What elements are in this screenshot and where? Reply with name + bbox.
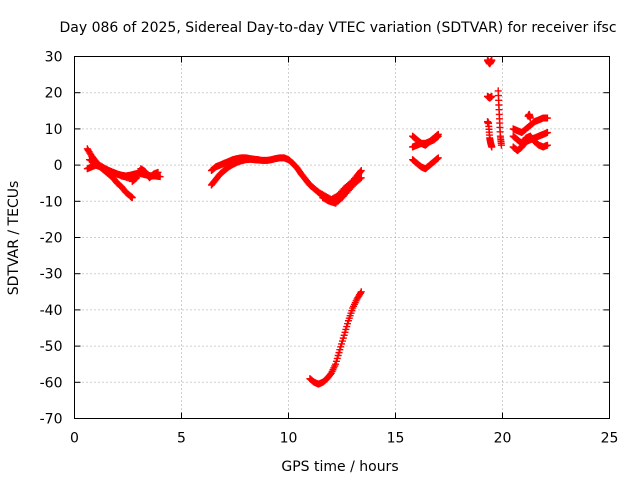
x-tick-label: 10 bbox=[280, 431, 298, 447]
y-tick-label: 30 bbox=[45, 50, 63, 66]
y-tick-label: -20 bbox=[40, 231, 63, 247]
data-point bbox=[526, 114, 534, 122]
data-point bbox=[128, 194, 136, 202]
series-arc-6b bbox=[484, 92, 496, 102]
data-point bbox=[543, 141, 551, 149]
series-arc-7d bbox=[524, 110, 534, 122]
data-point bbox=[356, 168, 364, 176]
series-arc-6d bbox=[494, 87, 505, 149]
series-arc-4 bbox=[306, 288, 365, 388]
series-arc-6a bbox=[484, 56, 496, 68]
series-arc-7c bbox=[509, 132, 551, 151]
x-axis-title: GPS time / hours bbox=[281, 459, 398, 475]
series-arc-5a bbox=[409, 154, 442, 173]
grid bbox=[74, 56, 610, 419]
series-arc-5c bbox=[409, 132, 442, 149]
x-tick-label: 25 bbox=[601, 431, 619, 447]
axis-ticks bbox=[74, 56, 610, 419]
y-tick-labels: -70 -60 -50 -40 -30 -20 -10 0 10 20 30 bbox=[40, 50, 63, 428]
data-point bbox=[434, 154, 442, 162]
y-tick-label: -50 bbox=[40, 339, 63, 355]
data-point bbox=[488, 56, 496, 64]
y-tick-label: 20 bbox=[45, 86, 63, 102]
x-tick-labels: 0 5 10 15 20 25 bbox=[70, 431, 618, 447]
data-point bbox=[356, 289, 364, 297]
series-arc-6c bbox=[484, 118, 496, 151]
data-point bbox=[543, 114, 551, 122]
y-tick-label: 0 bbox=[54, 158, 63, 174]
x-tick-label: 0 bbox=[70, 431, 79, 447]
x-tick-label: 15 bbox=[387, 431, 405, 447]
data-point bbox=[434, 132, 442, 140]
data-point bbox=[156, 173, 164, 181]
y-tick-label: -30 bbox=[40, 267, 63, 283]
y-tick-label: -40 bbox=[40, 303, 63, 319]
series-arc-3d bbox=[319, 174, 365, 207]
data-point bbox=[488, 92, 496, 100]
data-point bbox=[357, 174, 365, 182]
y-tick-label: 10 bbox=[45, 122, 63, 138]
y-tick-label: -10 bbox=[40, 194, 63, 210]
x-tick-label: 5 bbox=[177, 431, 186, 447]
series-arc-2b bbox=[128, 165, 162, 185]
y-axis-title: SDTVAR / TECUs bbox=[6, 181, 22, 296]
data-marks bbox=[83, 56, 551, 388]
data-point bbox=[488, 143, 496, 151]
series-arc-3b bbox=[207, 154, 263, 175]
x-tick-label: 20 bbox=[494, 431, 512, 447]
data-point bbox=[433, 155, 441, 163]
data-point bbox=[255, 156, 263, 164]
data-point bbox=[357, 167, 365, 175]
data-point bbox=[543, 129, 551, 137]
y-tick-label: -60 bbox=[40, 375, 63, 391]
series-arc-7a bbox=[509, 114, 551, 137]
y-tick-label: -70 bbox=[40, 412, 63, 428]
data-point bbox=[497, 141, 505, 149]
data-point bbox=[433, 133, 441, 141]
data-point bbox=[154, 168, 162, 176]
data-point bbox=[357, 288, 365, 296]
data-point bbox=[356, 175, 364, 183]
chart-title: Day 086 of 2025, Sidereal Day-to-day VTE… bbox=[59, 20, 616, 36]
